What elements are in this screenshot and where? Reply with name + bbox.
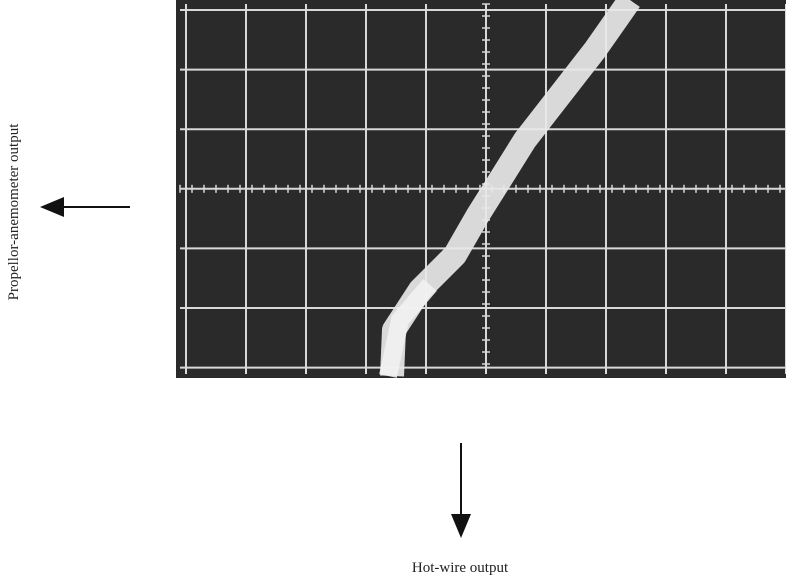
x-label: Hot-wire output xyxy=(412,560,509,576)
y-label: Propellor-anemometer output xyxy=(6,123,22,301)
figure: Propellor-anemometer output Hot-wire out… xyxy=(0,0,786,576)
